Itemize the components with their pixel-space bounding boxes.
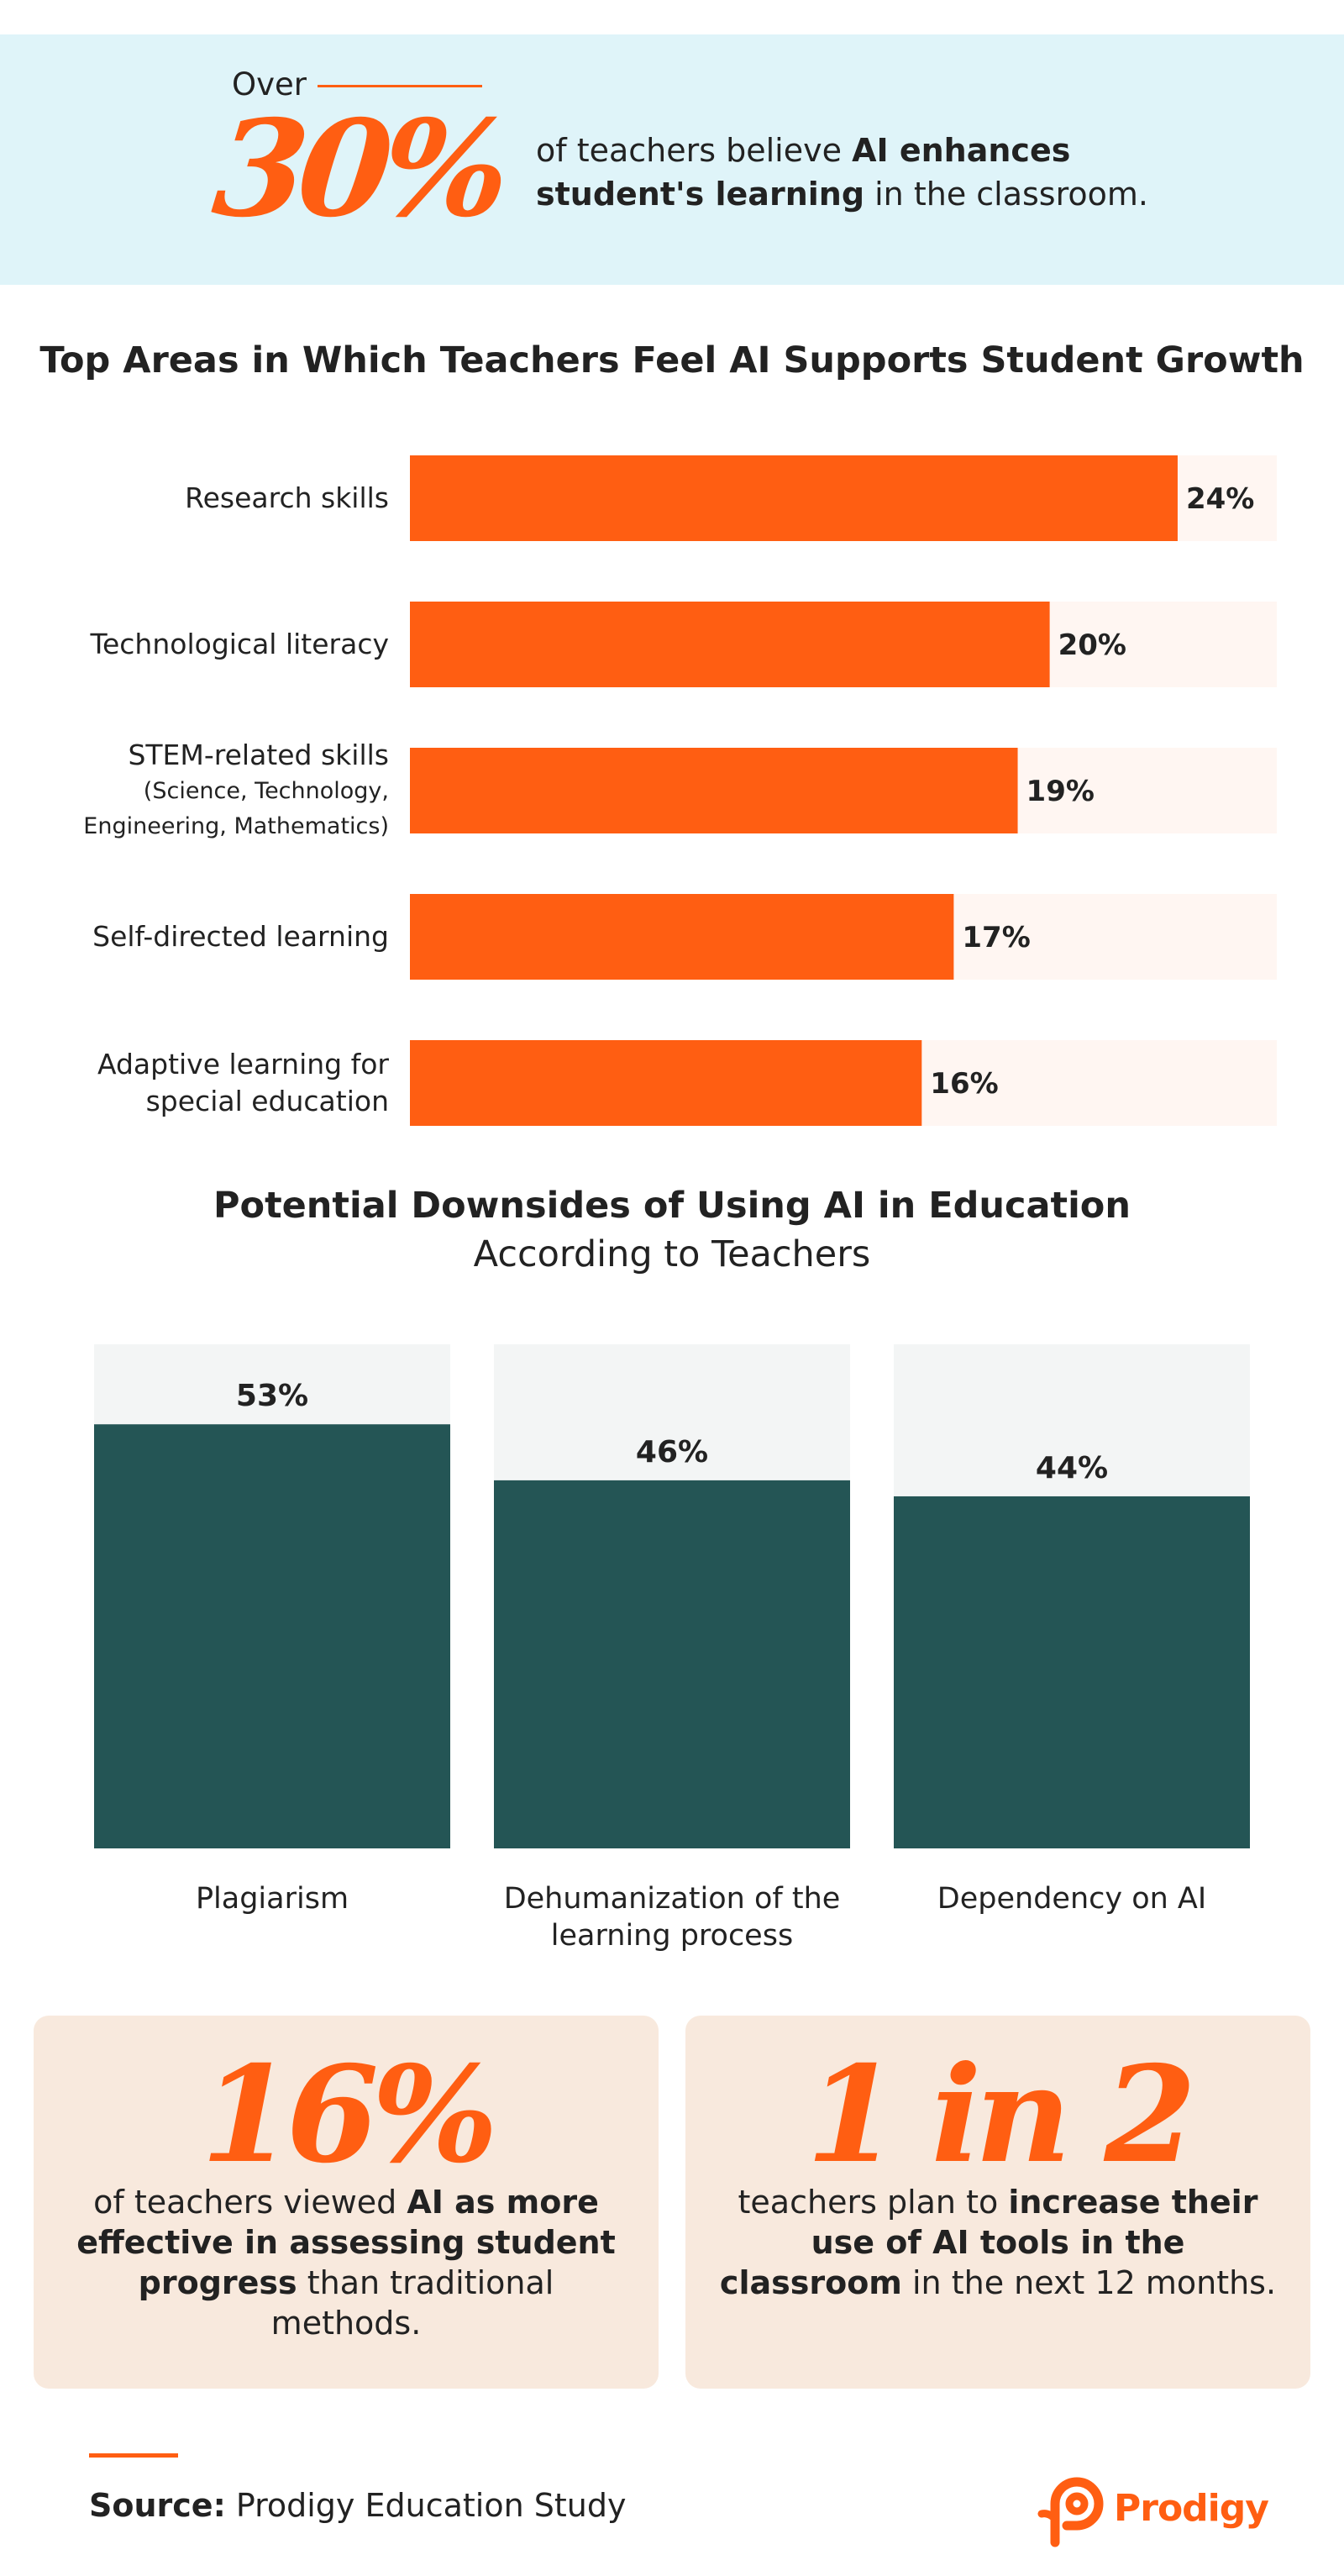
stat-card-adoption: 1 in 2 teachers plan to increase their u… [685,2016,1310,2389]
bar-value-label: 16% [930,1067,998,1101]
bar-category-label: Research skills [34,480,389,517]
column [894,1496,1250,1848]
downsides-chart-subtitle: According to Teachers [473,1233,871,1275]
card-text-bold: increase their use of AI tools in the cl… [719,2184,1258,2301]
column-value-label: 44% [1036,1451,1108,1485]
bar [410,748,1018,833]
card-text-post: than traditional methods. [270,2264,554,2342]
bar-category-sublabel: (Science, Technology, Engineering, Mathem… [34,774,389,844]
column-category-label-line: learning process [550,1919,794,1953]
downsides-column-chart: 53% 46% 44% [94,1344,1250,1848]
downsides-chart-title: Potential Downsides of Using AI in Educa… [213,1185,1131,1227]
stat-card-description: teachers plan to increase their use of A… [719,2182,1277,2303]
bar-track [410,894,1277,980]
column-category-label-line: Dependency on AI [937,1882,1207,1916]
bar-value-label: 17% [962,921,1030,954]
hero-big-stat: 30% [207,92,509,247]
prodigy-logo[interactable]: Prodigy [1030,2470,1273,2547]
bar-category-label: Technological literacy [34,626,389,663]
hero-banner: Over 30% of teachers believe AI enhances… [0,34,1344,285]
bar-category-label-line: Adaptive learning for [97,1048,389,1080]
bar [410,1040,922,1126]
card-text-pre: of teachers viewed [93,2184,407,2221]
prodigy-logo-icon [1037,2477,1104,2547]
card-text-bold: AI as more effective in assessing studen… [76,2184,616,2301]
footer-accent-line [89,2453,178,2458]
bar-track [410,1040,1277,1126]
prodigy-logo-text: Prodigy [1114,2487,1269,2530]
column-value-label: 53% [236,1379,308,1413]
bar-category-label-line: STEM-related skills [128,739,389,771]
bar-category-label-line: Self-directed learning [92,920,389,953]
stat-card-description: of teachers viewed AI as more effective … [67,2182,625,2343]
bar-category-label: Adaptive learning for special education [34,1046,389,1120]
hero-text-post: in the classroom. [864,176,1148,213]
bar-track [410,748,1277,833]
hero-over-label: Over [232,66,307,103]
source-label: Source: [89,2487,226,2524]
stat-card-big-number: 1 in 2 [806,2037,1197,2193]
hero-text-pre: of teachers believe [536,132,853,169]
growth-chart-title: Top Areas in Which Teachers Feel AI Supp… [39,339,1305,381]
bar-category-label-line: special education [145,1085,389,1117]
column-category-label-line: Plagiarism [195,1882,349,1916]
column-value-label: 46% [636,1435,708,1469]
bar-track [410,602,1277,687]
column-category-label-line: Dehumanization of the [503,1882,841,1916]
bar-category-label: Self-directed learning [34,918,389,955]
bar [410,602,1050,687]
card-text-post: in the next 12 months. [901,2264,1277,2301]
bar-category-label-line: Technological literacy [90,628,389,660]
stat-card-big-number: 16% [200,2037,498,2193]
hero-text-bold: AI enhances student's learning [536,132,1071,213]
hero-accent-line [318,85,482,87]
bar-value-label: 24% [1186,482,1254,516]
bar [410,455,1178,541]
source-text: Prodigy Education Study [225,2487,627,2524]
bar [410,894,954,980]
bar-category-sublabel-line: Engineering, Mathematics) [83,813,389,839]
bar-value-label: 20% [1058,628,1126,662]
column-category-label: Dependency on AI [891,1880,1252,1917]
bar-category-label-line: Research skills [185,481,389,514]
source-citation: Source: Prodigy Education Study [89,2487,626,2524]
bar-category-label: STEM-related skills (Science, Technology,… [34,737,389,844]
column-category-label: Dehumanization of the learning process [491,1880,853,1954]
column [494,1480,850,1848]
card-text-pre: teachers plan to [738,2184,1009,2221]
hero-description: of teachers believe AI enhances student'… [536,129,1174,216]
bar-category-sublabel-line: (Science, Technology, [143,778,389,804]
stat-card-assessment: 16% of teachers viewed AI as more effect… [34,2016,659,2389]
column-category-label: Plagiarism [92,1880,453,1917]
bar-value-label: 19% [1026,775,1095,808]
column [94,1424,450,1848]
bar-track [410,455,1277,541]
